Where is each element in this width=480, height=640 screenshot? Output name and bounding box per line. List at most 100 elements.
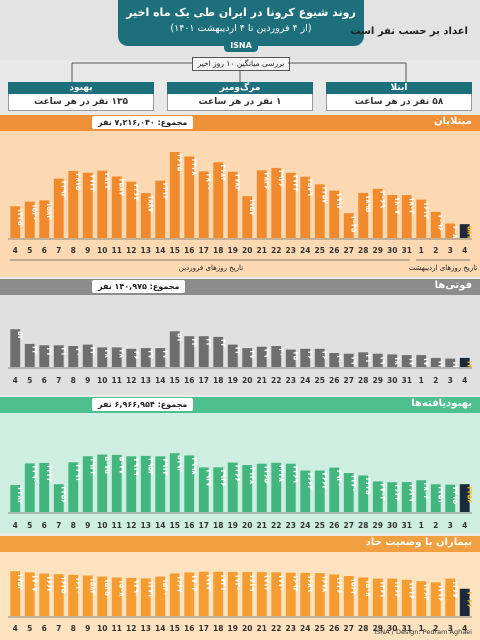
x-tick-label: 17 (199, 521, 209, 530)
data-label: ۵۴ (16, 331, 24, 340)
bar (314, 348, 325, 367)
bar (343, 353, 354, 367)
data-label: ۴۳۶۶ (233, 465, 241, 482)
data-label: ۱۵۰۸ (117, 579, 125, 597)
data-label: ۶۰۸ (451, 226, 459, 240)
bar (184, 455, 195, 512)
x-tick-label: 27 (344, 624, 354, 633)
bar (169, 453, 180, 512)
bar (126, 181, 137, 238)
data-label: ۳۰ (277, 348, 285, 357)
data-label: ۱۶۲۶ (335, 576, 343, 593)
x-tick-label: 21 (257, 376, 267, 385)
data-label: ۵۰۷۵ (103, 457, 111, 475)
bar (10, 329, 21, 367)
data-label: ۱۴۶۴ (393, 581, 401, 599)
bar (140, 455, 151, 512)
x-tick-label: 22 (271, 376, 281, 385)
data-label: ۱۷۰۳ (190, 574, 198, 592)
x-tick-label: 27 (344, 521, 354, 530)
data-label: ۲۹ (262, 349, 270, 358)
summary-infected-label: ابتلا (326, 82, 472, 94)
x-tick-label: 21 (257, 624, 267, 633)
bar (10, 571, 21, 616)
data-label: ۲۷ (161, 350, 169, 359)
x-tick-label: 23 (286, 521, 296, 530)
bar (227, 462, 238, 512)
data-label: ۱۶۶۲ (45, 576, 53, 594)
data-label: ۱۳ (465, 360, 473, 369)
x-tick-label: 30 (387, 521, 397, 530)
x-tick-label: 2 (433, 246, 438, 255)
x-tick-label: 12 (126, 521, 136, 530)
data-label: ۲۷۴۳ (291, 175, 299, 193)
x-tick-label: 4 (13, 521, 18, 530)
summary-infected: ابتلا ۵۸ نفر در هر ساعت (326, 82, 472, 111)
x-tick-label: 20 (242, 624, 252, 633)
x-tick-label: 3 (448, 376, 453, 385)
data-label: ۵۱ (175, 333, 183, 342)
bar (401, 579, 412, 616)
data-label: ۲۷۸۳ (233, 174, 241, 192)
data-label: ۳۹۳۷ (204, 469, 212, 487)
data-label: ۳۰ (74, 348, 82, 357)
x-tick-label: 2 (433, 521, 438, 530)
x-tick-label: 4 (462, 246, 467, 255)
x-tick-label: 24 (300, 246, 310, 255)
bar (372, 188, 383, 238)
data-label: ۲۴۵۶ (465, 486, 473, 503)
x-tick-label: 5 (27, 246, 32, 255)
x-tick-label: 5 (27, 376, 32, 385)
bar (39, 345, 50, 367)
x-tick-label: 24 (300, 624, 310, 633)
data-label: ۱۹ (378, 356, 386, 365)
data-label: ۵۸۱ (465, 226, 473, 239)
bar (271, 346, 282, 367)
x-tick-label: 28 (358, 521, 368, 530)
data-label: ۳۹۴۶ (219, 469, 227, 486)
chart-panel-bg (0, 552, 480, 640)
x-tick-label: 14 (155, 376, 165, 385)
bar (372, 481, 383, 512)
x-tick-label: 23 (286, 376, 296, 385)
x-tick-label: 9 (85, 624, 90, 633)
x-tick-label: 29 (373, 246, 383, 255)
bar (97, 454, 108, 512)
bar (358, 352, 369, 367)
deaths-title: فوتی‌ها (434, 280, 472, 291)
bar (184, 156, 195, 238)
bar (97, 347, 108, 367)
x-tick-label: 27 (344, 246, 354, 255)
bar (430, 484, 441, 512)
summary-recovered: بهبود ۱۳۵ نفر در هر ساعت (8, 82, 154, 111)
x-tick-label: 17 (199, 624, 209, 633)
x-tick-label: 31 (402, 246, 412, 255)
chart-group: ۱۳۳۵ 4 ۱۵۳۰ 5 ۱۵۸۳ 6 ۲۴۹۴ 7 ۲۸۱۵ 8 ۲۷۴۳ 9 ۲۸۳۳ 10 ۲۵۸۷… (10, 152, 473, 255)
x-tick-label: 1 (419, 521, 424, 530)
data-label: ۲۴۵۱ (436, 486, 444, 503)
data-label: ۲۰۶۹ (378, 191, 386, 209)
data-label: ۵۰۴۷ (117, 457, 125, 475)
chart-panel-bg (0, 295, 480, 395)
bar (213, 571, 224, 616)
bar (372, 578, 383, 616)
data-label: ۱۷۱۴ (262, 574, 270, 592)
x-tick-label: 20 (242, 376, 252, 385)
data-label: ۳۶۶۴ (306, 473, 314, 491)
bar (10, 485, 21, 512)
bar (155, 348, 166, 367)
footer-credit: ISNA / Design: Pedram Aghaei (374, 628, 472, 636)
bar (242, 465, 253, 512)
summary-connectors (71, 62, 407, 82)
data-label: ۲۸۰۴ (422, 482, 430, 500)
data-label: ۲۲۵۷ (320, 186, 328, 204)
data-label: ۱۳۳۵ (16, 208, 24, 226)
data-label: ۲۷۴۳ (88, 175, 96, 193)
bar (416, 355, 427, 367)
bar (242, 196, 253, 238)
data-label: ۱۷ (407, 357, 415, 366)
bar (256, 170, 267, 238)
data-label: ۴۴ (190, 338, 198, 347)
data-label: ۲۹۴۶ (277, 170, 285, 187)
data-label: ۲۶۳۹ (407, 484, 415, 502)
